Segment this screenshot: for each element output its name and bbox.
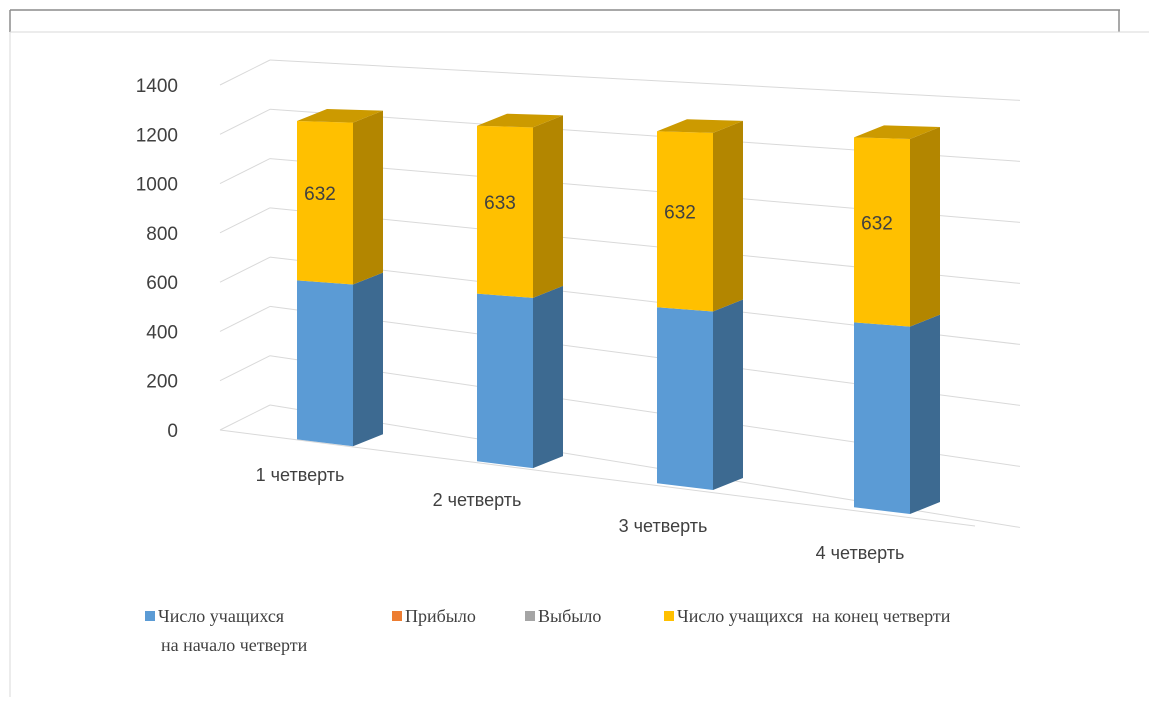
bar-segment: [657, 120, 743, 312]
bar-face: [854, 137, 910, 327]
bar-side: [713, 120, 743, 312]
legend-entry: Число учащихся на начало четверти: [145, 606, 308, 655]
gridline-side: [219, 305, 271, 332]
gridline-side: [219, 158, 271, 185]
y-tick-label: 1200: [136, 125, 178, 146]
bar-side: [713, 299, 743, 491]
bar-face: [297, 280, 353, 447]
legend-swatch: [664, 611, 674, 621]
y-tick-label: 0: [167, 421, 178, 442]
bar-side: [353, 110, 383, 285]
category-label: 3 четверть: [619, 516, 708, 536]
legend-swatch: [392, 611, 402, 621]
bar-segment: [657, 299, 743, 491]
y-tick-label: 200: [146, 372, 178, 393]
bar-segment: [297, 110, 383, 285]
bar-top: [657, 119, 743, 133]
category-labels: 1 четверть 2 четверть 3 четверть 4 четверть: [256, 465, 905, 563]
legend-swatch: [145, 611, 155, 621]
data-label: 632: [304, 184, 336, 205]
bar-top: [477, 113, 563, 128]
legend-label: на начало четверти: [161, 635, 308, 655]
gridline: [269, 59, 1021, 101]
bar-side: [910, 314, 940, 515]
bars: 632 633 632 632: [297, 109, 940, 515]
bar-segment: [854, 126, 940, 327]
y-tick-label: 1000: [136, 175, 178, 196]
legend: Число учащихся на начало четверти Прибыло В…: [145, 606, 951, 655]
bar-side: [533, 115, 563, 298]
bar-segment: [297, 272, 383, 447]
bar-face: [297, 121, 353, 285]
bar-side: [910, 126, 940, 327]
gridline-side: [219, 108, 271, 135]
floor-edge: [219, 429, 976, 527]
y-tick-label: 800: [146, 224, 178, 245]
legend-entry: Прибыло: [392, 606, 476, 626]
chart-border: [9, 9, 1149, 697]
category-label: 2 четверть: [433, 490, 522, 510]
legend-label: Прибыло: [405, 606, 476, 626]
y-tick-label: 1400: [136, 76, 178, 97]
data-label: 632: [861, 213, 893, 234]
category-label: 1 четверть: [256, 465, 345, 485]
legend-label: Число учащихся: [158, 606, 284, 626]
legend-label: Число учащихся на конец четверти: [677, 606, 951, 626]
bar-face: [657, 307, 713, 491]
legend-entry: Число учащихся на конец четверти: [664, 606, 951, 626]
bar-face: [477, 293, 533, 469]
bar-segment: [477, 285, 563, 469]
gridline-side: [219, 355, 271, 382]
legend-swatch: [525, 611, 535, 621]
bar-face: [657, 131, 713, 312]
category-label: 4 четверть: [816, 543, 905, 563]
bar-segment: [854, 314, 940, 515]
gridline-side: [219, 207, 271, 234]
bar-top: [297, 109, 383, 123]
legend-label: Выбыло: [538, 606, 601, 626]
bar-side: [533, 285, 563, 469]
legend-entry: Выбыло: [525, 606, 601, 626]
gridline-side: [219, 404, 271, 431]
bar-top: [854, 125, 940, 139]
y-tick-label: 400: [146, 322, 178, 343]
gridline-side: [219, 256, 271, 283]
y-tick-label: 600: [146, 273, 178, 294]
data-label: 632: [664, 203, 696, 224]
bar-segment: [477, 115, 563, 298]
bar-side: [353, 272, 383, 447]
bar-face: [854, 322, 910, 515]
y-axis-ticks: 0 200 400 600 800 1000 1200 1400: [136, 76, 178, 442]
bar-face: [477, 125, 533, 298]
data-label: 633: [484, 193, 516, 214]
gridline-side: [219, 59, 271, 86]
